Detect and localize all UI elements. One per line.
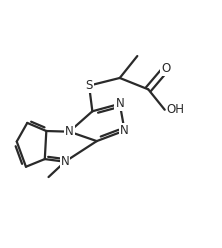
- Text: N: N: [65, 125, 74, 138]
- Text: N: N: [115, 97, 124, 110]
- Text: S: S: [85, 79, 93, 92]
- Text: N: N: [120, 124, 129, 137]
- Text: OH: OH: [166, 103, 184, 116]
- Text: O: O: [161, 62, 170, 75]
- Text: N: N: [61, 155, 69, 168]
